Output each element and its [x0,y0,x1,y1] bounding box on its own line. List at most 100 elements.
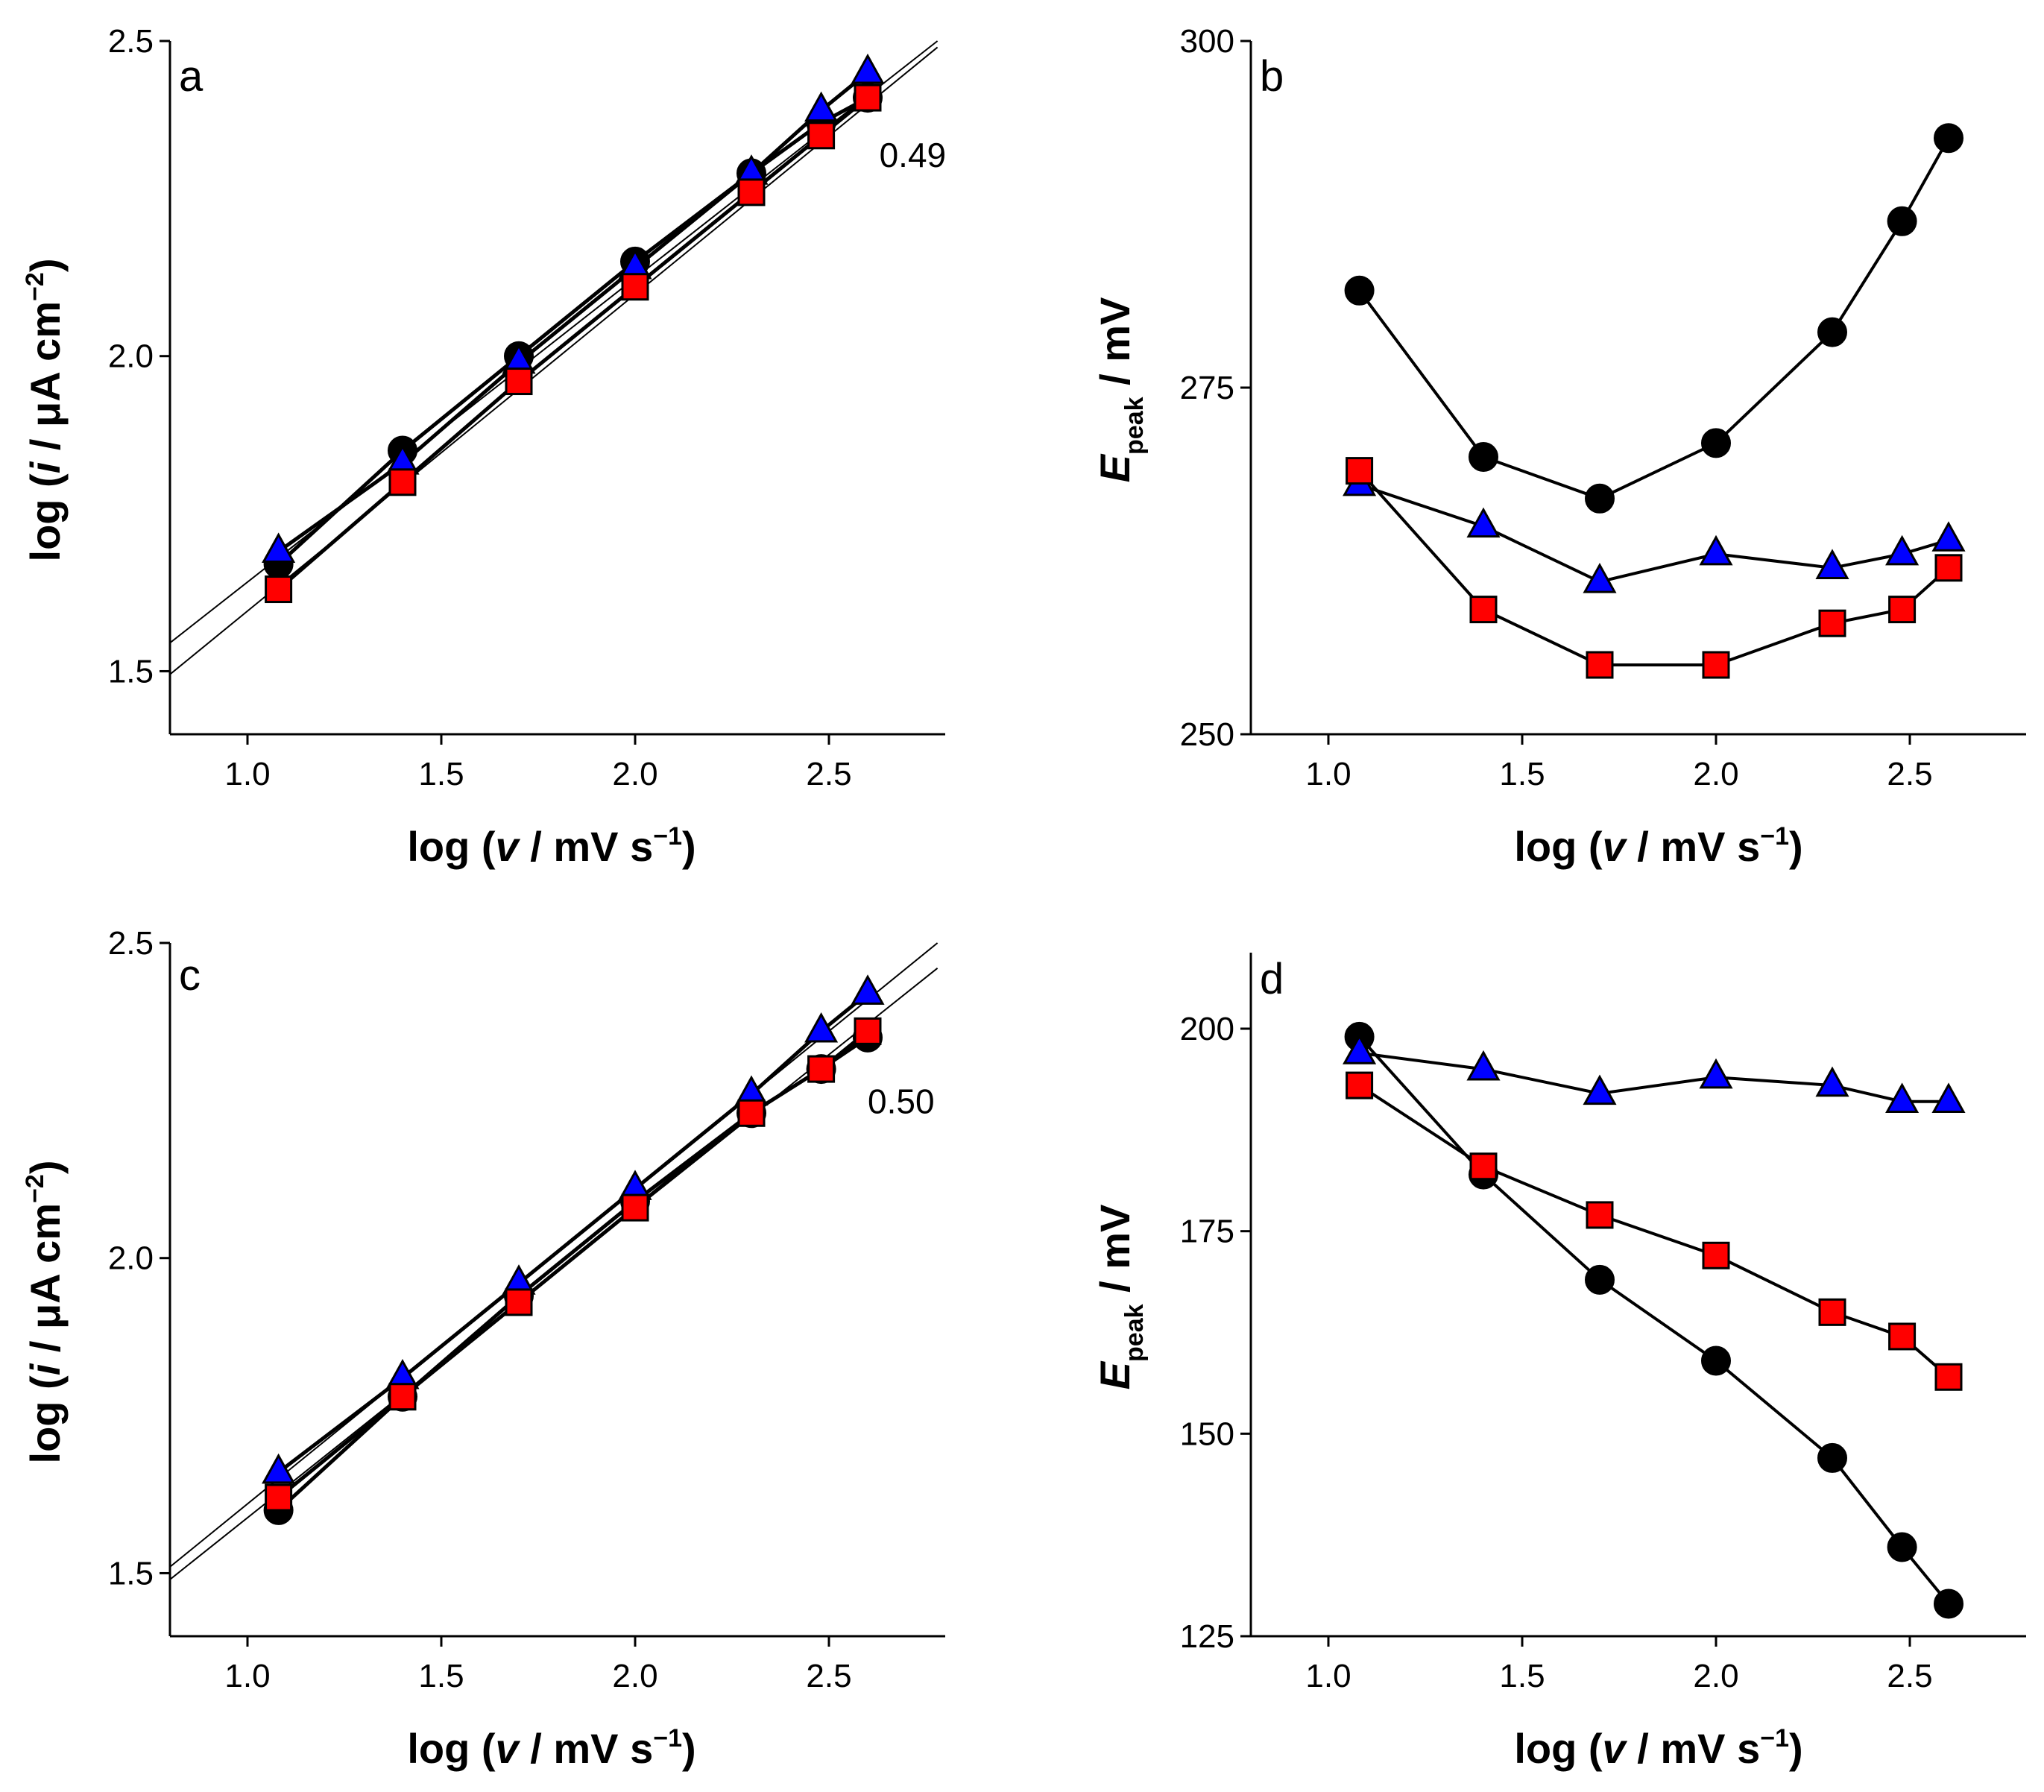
panel-b-axes: 1.0 1.5 2.0 2.5 250 275 300 [1180,23,2026,792]
panel-a-square-point-1 [265,575,293,604]
panel-b-triangle-point-3 [1583,562,1617,593]
panel-c-y-tick-label: 1.5 [108,1555,154,1591]
panel-a-x-tick-label: 2.5 [806,756,851,792]
panel-b-triangle-point-4 [1699,534,1733,566]
panel-a-square-point-2 [388,468,417,496]
panel-d-triangle-point-3 [1583,1074,1617,1105]
panel-a-letter: a [179,52,204,101]
panel-b-circle-point-2 [1469,442,1498,472]
panel-d-xlabel: log (v / mV s−1) [1514,1724,1802,1772]
panel-c-square-point-2 [388,1383,417,1411]
panel-a-annotation: 0.49 [880,136,947,174]
panel-b-square-point-2 [1469,596,1498,624]
panel-b-circle-point-7 [1934,123,1963,154]
panel-b-series [1343,123,1966,679]
panel-b-square-point-5 [1818,609,1846,637]
panel-b-square-point-6 [1888,596,1917,624]
panel-a-triangle-point-7 [851,53,885,84]
panel-b-circle-point-4 [1701,428,1731,458]
panel-c-triangle-point-1 [262,1453,296,1484]
panel-a-triangle-point-6 [804,91,839,122]
panel-b-triangle-point-6 [1885,534,1920,566]
panel-c-series [262,974,885,1525]
panel-b-square-point-7 [1934,554,1963,582]
panel-c-letter: c [179,951,201,1000]
panel-c-square-point-5 [737,1099,766,1127]
panel-d-square-point-2 [1469,1152,1498,1181]
panel-c-y-tick-label: 2.5 [108,925,154,962]
panel-b-x-tick-label: 2.5 [1887,756,1932,792]
panel-b-letter: b [1260,52,1284,101]
panel-d-triangle-point-6 [1885,1082,1920,1113]
panel-c-x-tick-label: 2.5 [806,1658,851,1694]
panel-d: 1.0 1.5 2.0 2.5 125 150 175 200 d log (v / mV s… [1091,953,2026,1772]
panel-d-x-tick-label: 2.5 [1887,1658,1932,1694]
panel-a-square-point-7 [854,83,882,112]
panel-b-square-point-3 [1586,651,1614,679]
panel-b-triangle-point-5 [1815,549,1849,579]
panel-b-x-tick-label: 2.0 [1693,756,1738,792]
panel-c-square-point-3 [505,1288,533,1316]
panel-b-circle-point-5 [1817,317,1847,347]
panel-b-y-tick-label: 300 [1180,23,1234,60]
panel-c-square-point-1 [265,1483,293,1512]
panel-b-triangle-point-7 [1931,521,1966,552]
panel-d-triangle-point-4 [1699,1058,1733,1089]
panel-d-square-point-1 [1346,1071,1374,1100]
panel-a-square-point-5 [737,178,766,206]
panel-c-square-point-6 [807,1055,836,1083]
panel-d-triangle-point-2 [1466,1050,1501,1081]
panel-a-x-tick-label: 2.0 [612,756,657,792]
panel-d-x-tick-label: 1.5 [1499,1658,1545,1694]
panel-d-square-point-6 [1888,1322,1917,1351]
panel-c-axes: 1.0 1.5 2.0 2.5 1.5 2.0 2.5 [108,925,945,1694]
panel-a-series [262,53,885,604]
panel-a-fit-line-2 [169,46,939,675]
panel-d-y-tick-label: 125 [1180,1618,1234,1655]
panel-b-square-point-4 [1702,651,1730,679]
panel-d-square-point-5 [1818,1298,1846,1326]
panel-a-triangle-point-1 [262,532,296,563]
panel-c-annotation: 0.50 [868,1082,935,1120]
panel-c-ylabel: log (i / μA cm−2) [21,1161,69,1464]
panel-d-y-tick-label: 175 [1180,1214,1234,1250]
panel-d-ylabel: Epeak / mV [1091,1205,1149,1390]
panel-a-x-tick-label: 1.5 [418,756,464,792]
panel-c-triangle-point-6 [804,1012,839,1043]
panel-a-x-tick-label: 1.0 [224,756,270,792]
panel-a-square-point-3 [505,367,533,396]
panel-c-triangle-point-7 [851,974,885,1005]
panel-d-x-tick-label: 1.0 [1305,1658,1351,1694]
panel-b-y-tick-label: 275 [1180,370,1234,406]
panel-d-axes: 1.0 1.5 2.0 2.5 125 150 175 200 [1180,953,2026,1694]
panel-b-circle-point-1 [1344,275,1375,306]
panel-d-circle-point-3 [1585,1264,1615,1295]
panel-a-square-point-6 [807,122,836,150]
panel-b: 1.0 1.5 2.0 2.5 250 275 300 b log (v / mV s−1)… [1091,23,2026,870]
panel-d-y-tick-label: 150 [1180,1416,1234,1452]
panel-b-xlabel: log (v / mV s−1) [1514,822,1802,870]
panel-d-circle-point-7 [1934,1588,1963,1619]
panel-d-square-point-3 [1586,1201,1614,1229]
panel-b-circle-point-3 [1585,483,1615,514]
panel-d-x-tick-label: 2.0 [1693,1658,1738,1694]
panel-d-triangle-point-7 [1931,1082,1966,1113]
panel-d-circle-point-4 [1701,1345,1731,1376]
panel-c-y-tick-label: 2.0 [108,1240,154,1277]
panel-d-triangle-point-1 [1343,1034,1377,1064]
panel-d-triangle-point-5 [1815,1066,1849,1097]
panel-a-y-tick-label: 1.5 [108,653,154,690]
panel-d-square-point-7 [1934,1363,1963,1391]
panel-a: 1.0 1.5 2.0 2.5 1.5 2.0 2.5 a 0.49 log (v / mV… [21,23,946,870]
panel-b-x-tick-label: 1.5 [1499,756,1545,792]
panel-b-circle-point-6 [1887,206,1917,236]
panel-d-circle-point-6 [1887,1532,1917,1562]
panel-a-axes: 1.0 1.5 2.0 2.5 1.5 2.0 2.5 [108,23,945,792]
panel-a-y-tick-label: 2.0 [108,338,154,375]
panel-d-series [1343,1021,1966,1619]
panel-b-square-point-1 [1346,457,1374,485]
panel-d-letter: d [1260,955,1284,1003]
panel-a-y-tick-label: 2.5 [108,23,154,60]
